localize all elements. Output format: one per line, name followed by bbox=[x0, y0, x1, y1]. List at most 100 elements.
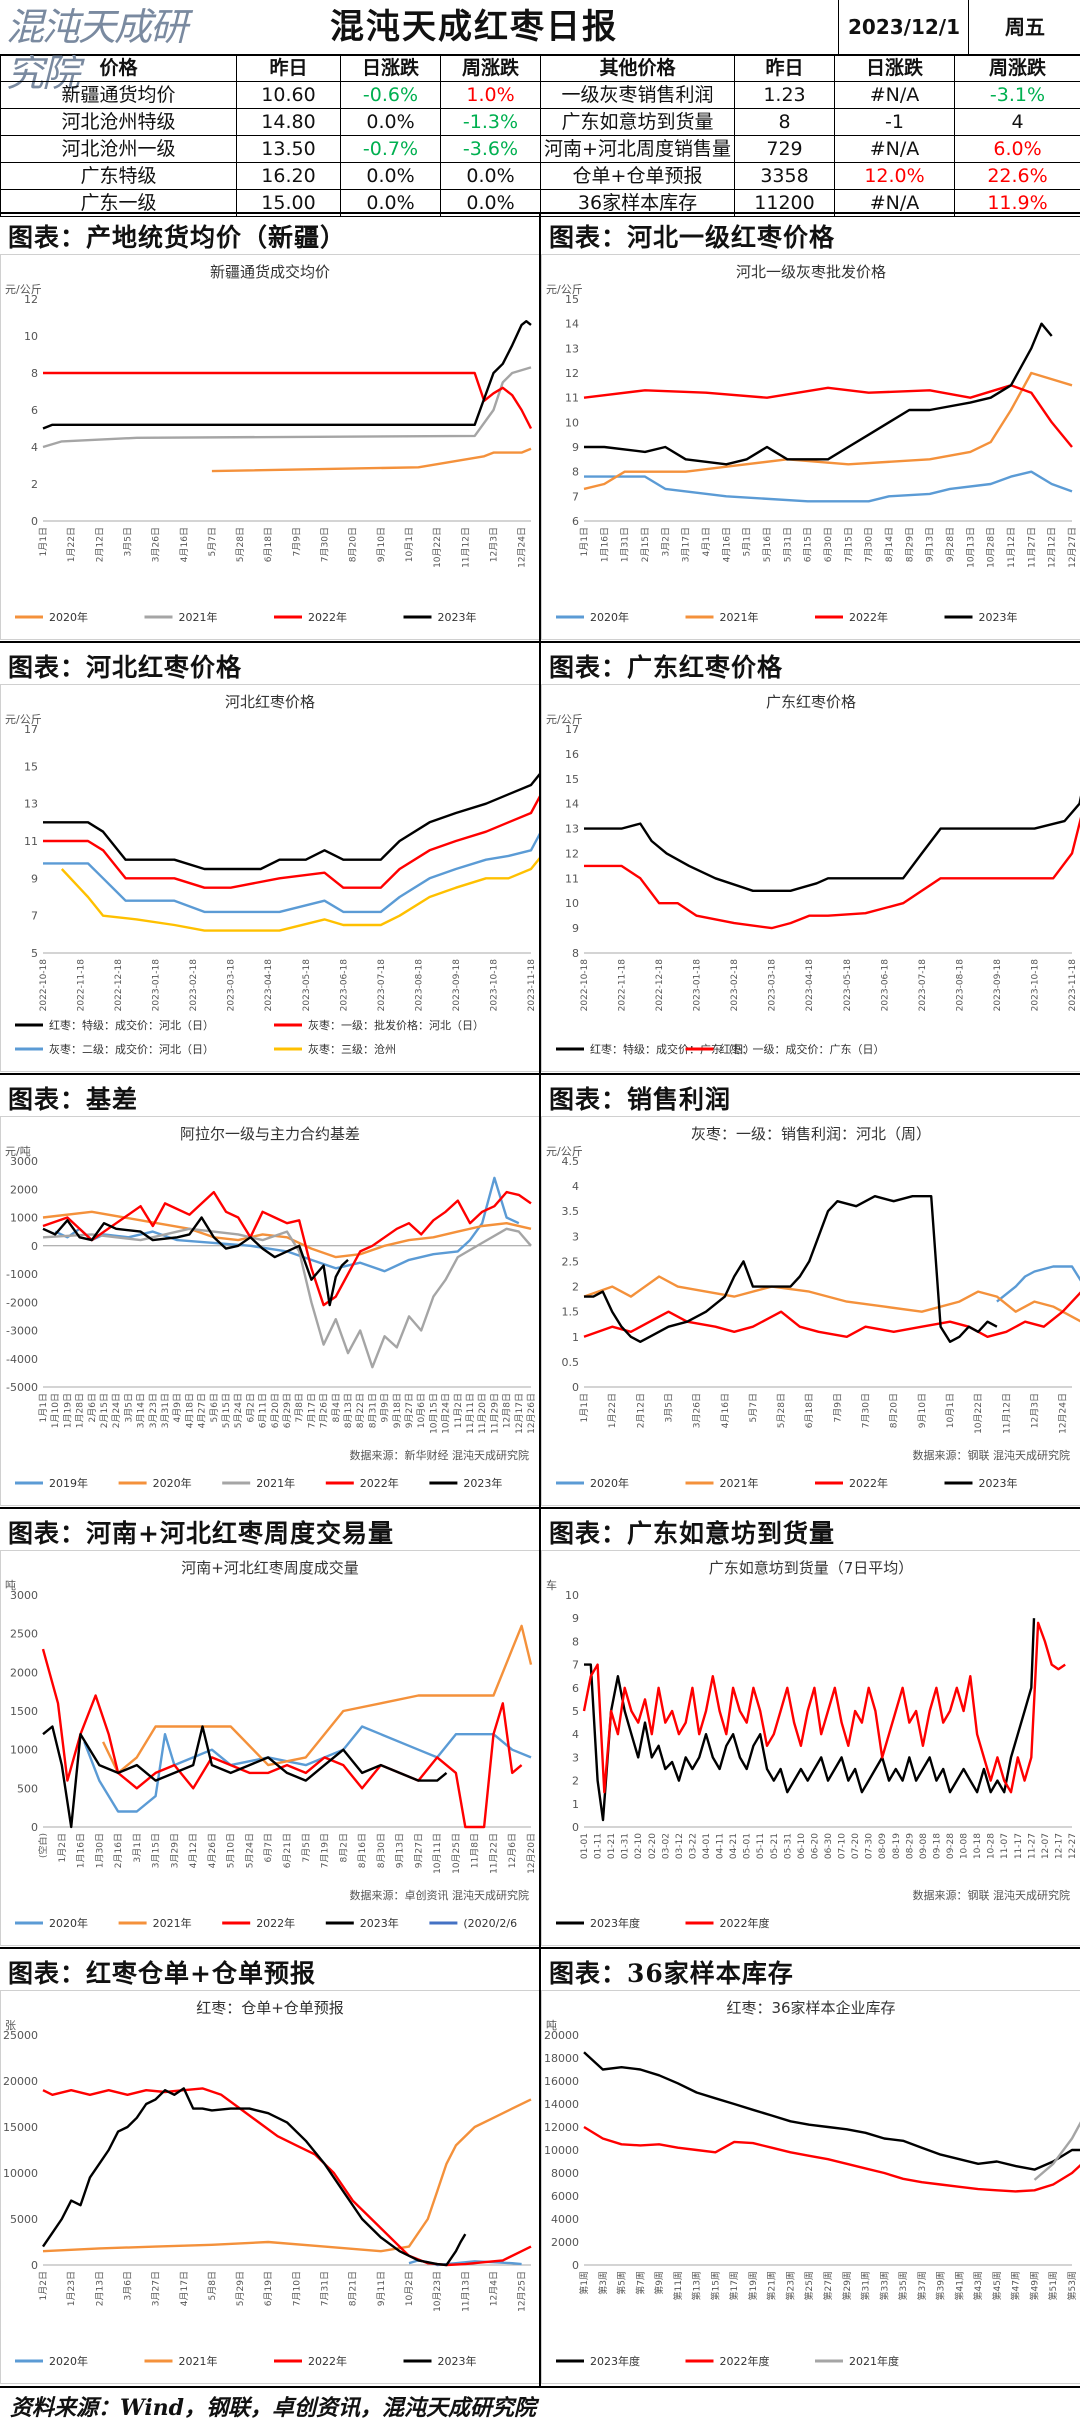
report-header: 混沌天成研究院 混沌天成红枣日报 2023/12/1 周五 bbox=[0, 0, 1080, 56]
x-tick-label: 4月17日 bbox=[179, 2271, 190, 2306]
y-tick-label: 2 bbox=[31, 478, 38, 491]
x-tick-label: 2月16日 bbox=[113, 1833, 124, 1868]
x-tick-label: 7月10日 bbox=[291, 2271, 302, 2306]
series-line bbox=[43, 2088, 531, 2265]
panel-title: 图表：红枣仓单+仓单预报 bbox=[8, 1954, 316, 1990]
x-tick-label: 第53周 bbox=[1066, 2271, 1078, 2300]
chart-title: 阿拉尔一级与主力合约基差 bbox=[180, 1125, 360, 1143]
x-tick-label: 7月9日 bbox=[832, 1393, 843, 1422]
x-tick-label: 1月1日 bbox=[38, 527, 49, 556]
report-date: 2023/12/1 bbox=[838, 0, 969, 54]
x-tick-label: 10月15日 bbox=[428, 1393, 439, 1434]
x-tick-label: 10月2日 bbox=[404, 2271, 415, 2306]
y-tick-label: 7 bbox=[572, 1659, 579, 1672]
x-tick-label: 12月24日 bbox=[1058, 1393, 1069, 1434]
legend-label: 2020年 bbox=[49, 2354, 88, 2368]
x-tick-label: 6月20日 bbox=[270, 1393, 281, 1428]
chart-title: 广东如意坊到货量（7日平均） bbox=[709, 1559, 914, 1577]
x-tick-label: 10-18 bbox=[973, 1833, 983, 1859]
y-tick-label: 20000 bbox=[544, 2029, 579, 2042]
x-tick-label: 3月5日 bbox=[663, 1393, 674, 1422]
series-line bbox=[584, 385, 1072, 447]
chart-title: 红枣：仓单+仓单预报 bbox=[196, 1999, 344, 2017]
y-tick-label: 10 bbox=[565, 416, 579, 429]
x-tick-label: (空白) bbox=[37, 1833, 49, 1858]
price-cell: 新疆通货均价 bbox=[1, 82, 237, 109]
series-line bbox=[43, 766, 539, 869]
x-tick-label: 01-11 bbox=[594, 1833, 604, 1859]
y-tick-label: 5 bbox=[572, 1705, 579, 1718]
y-tick-label: 11 bbox=[565, 872, 579, 885]
x-tick-label: 1月28日 bbox=[75, 1393, 86, 1428]
x-tick-label: 02-10 bbox=[634, 1833, 644, 1859]
x-tick-label: 2022-12-18 bbox=[655, 959, 665, 1012]
series-line bbox=[584, 2052, 1080, 2169]
x-tick-label: 8月16日 bbox=[357, 1833, 368, 1868]
x-tick-label: 11月20日 bbox=[477, 1393, 488, 1434]
x-tick-label: 8月30日 bbox=[376, 1833, 387, 1868]
y-tick-label: 10000 bbox=[544, 2144, 579, 2157]
data-source-note: 数据来源：卓创资讯 混沌天成研究院 bbox=[350, 1888, 530, 1902]
x-tick-label: 11月12日 bbox=[460, 527, 471, 568]
column-header: 昨日 bbox=[735, 55, 835, 82]
x-tick-label: 第13周 bbox=[691, 2271, 703, 2300]
x-tick-label: 12月3日 bbox=[1029, 1393, 1040, 1428]
series-line bbox=[55, 1178, 519, 1271]
x-tick-label: 2023-11-18 bbox=[527, 959, 537, 1012]
y-tick-label: 14 bbox=[565, 798, 579, 811]
x-tick-label: 第49周 bbox=[1028, 2271, 1040, 2300]
y-tick-label: 13 bbox=[565, 823, 579, 836]
series-line bbox=[584, 1277, 1080, 1337]
y-tick-label: 8 bbox=[572, 466, 579, 479]
y-tick-label: 14 bbox=[565, 318, 579, 331]
legend-label: 灰枣：三级：沧州 bbox=[308, 1042, 396, 1056]
x-tick-label: 8月21日 bbox=[348, 2271, 359, 2306]
x-tick-label: 07-20 bbox=[851, 1833, 861, 1859]
x-tick-label: 2023-09-18 bbox=[993, 959, 1003, 1012]
x-tick-label: 10月22日 bbox=[432, 527, 443, 568]
x-tick-label: 2月12日 bbox=[635, 1393, 646, 1428]
x-tick-label: 6月7日 bbox=[263, 1833, 274, 1862]
y-tick-label: 2500 bbox=[10, 1628, 38, 1641]
x-tick-label: 6月30日 bbox=[823, 527, 834, 562]
price-cell: 广东如意坊到货量 bbox=[541, 109, 735, 136]
x-tick-label: 12月8日 bbox=[502, 1393, 513, 1428]
y-tick-label: 2.5 bbox=[562, 1255, 580, 1268]
price-table-header: 价格昨日日涨跌周涨跌其他价格昨日日涨跌周涨跌 bbox=[1, 55, 1080, 82]
x-tick-label: 3月15日 bbox=[151, 1833, 162, 1868]
price-cell: 16.20 bbox=[237, 163, 341, 190]
x-tick-label: 1月19日 bbox=[62, 1393, 73, 1428]
legend-label: 2022年度 bbox=[720, 1916, 770, 1930]
price-cell: 一级灰枣销售利润 bbox=[541, 82, 735, 109]
legend-label: 2022年 bbox=[849, 1476, 888, 1490]
chart-title: 河南+河北红枣周度成交量 bbox=[181, 1559, 359, 1577]
price-cell: #N/A bbox=[835, 136, 955, 163]
legend-label: 2022年 bbox=[308, 2354, 347, 2368]
legend-label: 2023年 bbox=[979, 1476, 1018, 1490]
x-tick-label: 12-07 bbox=[1041, 1833, 1051, 1859]
y-tick-label: 1.5 bbox=[562, 1306, 580, 1319]
x-tick-label: 6月18日 bbox=[804, 1393, 815, 1428]
x-tick-label: 2023-10-18 bbox=[1030, 959, 1040, 1012]
x-tick-label: 7月17日 bbox=[306, 1393, 317, 1428]
x-tick-label: 01-21 bbox=[607, 1833, 617, 1859]
legend-label: 灰枣：二级：成交价：河北（日） bbox=[49, 1042, 214, 1056]
x-tick-label: 11月8日 bbox=[470, 1833, 481, 1868]
y-tick-label: 1000 bbox=[10, 1212, 38, 1225]
y-tick-label: 5 bbox=[31, 947, 38, 960]
y-tick-label: 8 bbox=[31, 367, 38, 380]
legend-label: 2020年 bbox=[153, 1476, 192, 1490]
price-cell: 14.80 bbox=[237, 109, 341, 136]
series-line bbox=[103, 1626, 531, 1773]
x-tick-label: 12月3日 bbox=[488, 527, 499, 562]
x-tick-label: 8月14日 bbox=[884, 527, 895, 562]
x-tick-label: 07-10 bbox=[838, 1833, 848, 1859]
x-tick-label: 5月24日 bbox=[233, 1393, 244, 1428]
x-tick-label: 12月24日 bbox=[517, 527, 528, 568]
chart-basis: 阿拉尔一级与主力合约基差元/吨-5000-4000-3000-2000-1000… bbox=[1, 1117, 539, 1505]
x-tick-label: 第23周 bbox=[784, 2271, 796, 2300]
chart-title: 红枣：36家样本企业库存 bbox=[726, 1999, 895, 2017]
